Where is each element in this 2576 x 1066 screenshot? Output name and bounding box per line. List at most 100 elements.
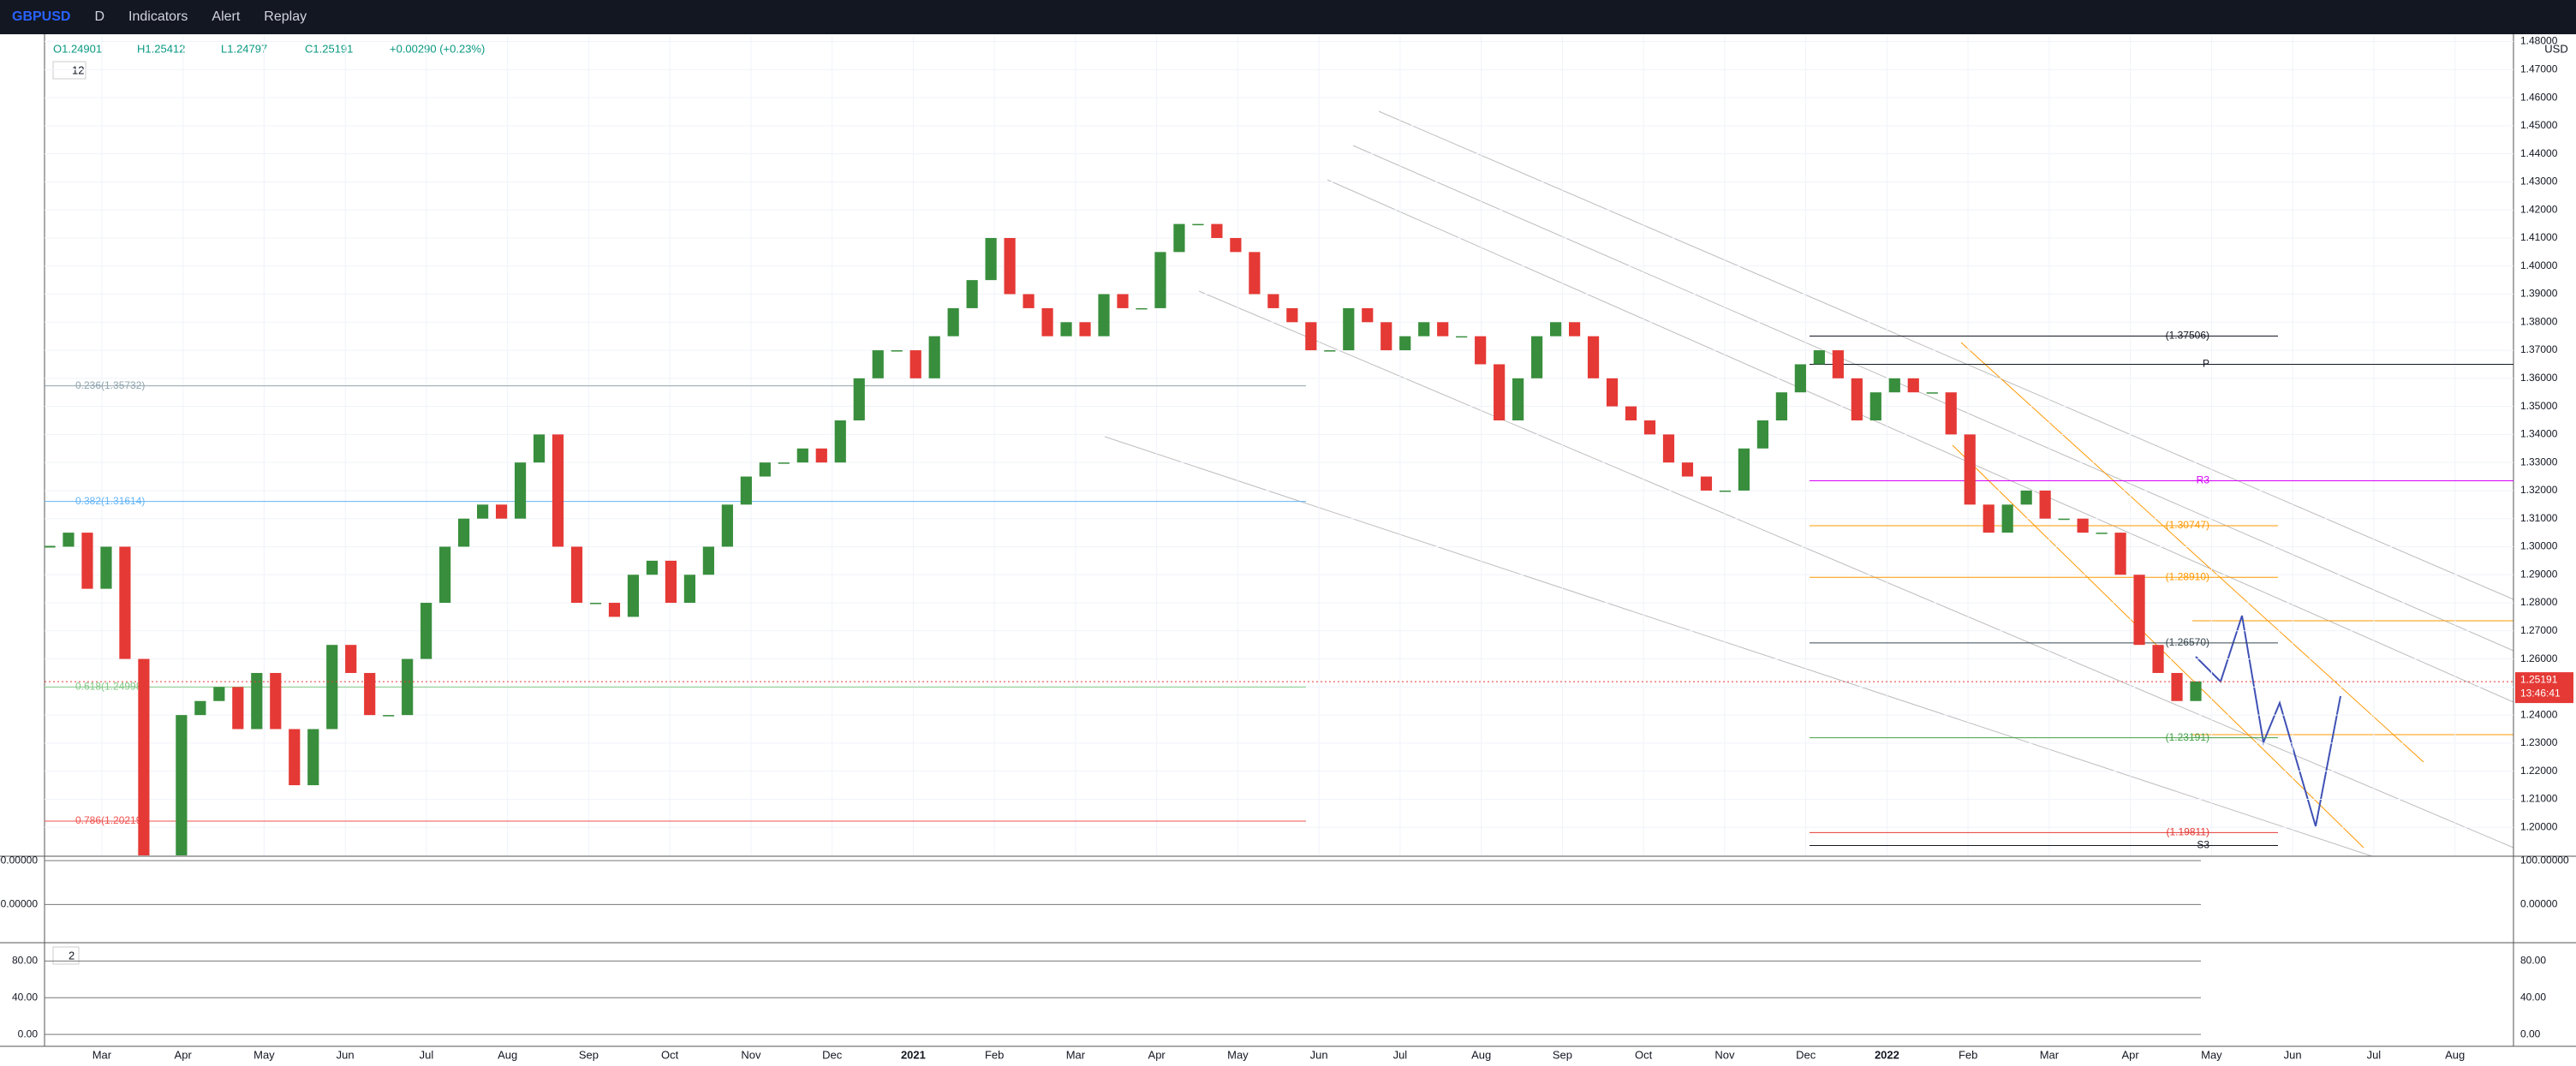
candle [665, 560, 677, 604]
y-tick-label: 1.20000 [2520, 820, 2558, 832]
y-tick-label: 1.33000 [2520, 456, 2558, 467]
candle [138, 658, 150, 855]
y-tick-label: 1.43000 [2520, 176, 2558, 188]
projection [2195, 615, 2341, 827]
candle [1249, 252, 1261, 295]
x-tick-label: Nov [741, 1048, 761, 1061]
candle [495, 504, 508, 519]
candle [1380, 322, 1392, 351]
candle [1456, 336, 1468, 338]
indicator-tick-label-left: 100.00000 [0, 854, 38, 866]
candle [402, 658, 414, 716]
indicator-tick-label: 40.00 [2520, 991, 2546, 1003]
pivot-label: (1.26570) [2166, 636, 2209, 648]
candle [1794, 364, 1806, 393]
y-tick-label: 1.36000 [2520, 372, 2558, 384]
collapse-count[interactable]: 12 [72, 63, 84, 76]
x-tick-label: Oct [661, 1048, 679, 1061]
y-tick-label: 1.46000 [2520, 91, 2558, 103]
collapse-count[interactable]: 2 [69, 949, 75, 962]
x-tick-label: Dec [822, 1048, 843, 1061]
y-tick-label: 1.47000 [2520, 63, 2558, 75]
candle [1756, 420, 1768, 449]
candle [834, 420, 846, 463]
symbol[interactable]: GBPUSD [12, 9, 71, 24]
x-tick-label: Jun [337, 1048, 355, 1061]
pivot-label: (1.37506) [2166, 330, 2209, 342]
candle [1305, 322, 1317, 351]
currency[interactable]: USD [2544, 42, 2567, 55]
candle [1738, 448, 1750, 491]
candle [477, 504, 489, 519]
candle [1888, 378, 1900, 393]
x-tick-label: Apr [2122, 1048, 2140, 1061]
ohlc-low: L1.24797 [221, 42, 267, 55]
x-tick-label: 2022 [1875, 1048, 1899, 1061]
replay-button[interactable]: Replay [264, 9, 307, 24]
indicator-tick-label: 0.00000 [2520, 898, 2558, 910]
collapse-button[interactable] [52, 946, 80, 965]
fib-label: 0.786(1.20219) [75, 814, 145, 826]
alert-button[interactable]: Alert [212, 9, 241, 24]
price-pane: 0.236(1.35732) 0.382(1.31614) 0.618(1.2499… [45, 223, 2513, 855]
candle [2114, 533, 2126, 575]
pivot-label: (1.19811) [2167, 826, 2209, 838]
candle [1079, 322, 1091, 336]
candle [1869, 392, 1881, 421]
y-tick-label: 1.44000 [2520, 147, 2558, 159]
candle [270, 672, 282, 730]
x-tick-label: May [253, 1048, 275, 1061]
candle [1813, 350, 1825, 365]
candle [985, 237, 997, 281]
x-tick-label: Jun [1310, 1048, 1328, 1061]
x-tick-label: Jul [420, 1048, 434, 1061]
x-tick-label: Nov [1714, 1048, 1735, 1061]
candle [2020, 490, 2032, 505]
x-tick-label: May [2201, 1048, 2222, 1061]
candle [1117, 294, 1129, 308]
candle [1173, 223, 1185, 253]
candle [1719, 490, 1732, 492]
channel-lines [1104, 110, 2514, 857]
candle [947, 307, 959, 336]
indicator-tick-label-left: 0.00 [18, 1027, 39, 1039]
candle [1324, 350, 1336, 352]
candle [796, 448, 808, 463]
candle [1041, 307, 1053, 336]
x-tick-label: Aug [1471, 1048, 1491, 1061]
candle [1343, 307, 1355, 351]
x-tick-label: Mar [92, 1048, 112, 1061]
y-tick-label: 1.29000 [2520, 568, 2558, 580]
candle [1775, 392, 1787, 421]
collapse-button[interactable] [52, 61, 86, 80]
y-tick-label: 1.48000 [2520, 35, 2558, 47]
y-tick-label: 1.26000 [2520, 652, 2558, 664]
candle [1230, 237, 1242, 253]
candle [326, 645, 338, 730]
candle [1494, 364, 1506, 421]
indicator-tick-label-left: 0.00000 [1, 898, 39, 910]
candle [1681, 462, 1694, 477]
x-tick-label: Jul [2367, 1048, 2382, 1061]
pivot-label: S3 [2197, 839, 2209, 851]
x-tick-label: Aug [498, 1048, 517, 1061]
candle [1926, 392, 1938, 394]
candle [1606, 378, 1619, 407]
candle [589, 603, 602, 604]
fib-label: 0.618(1.24998) [75, 681, 145, 693]
indicators-button[interactable]: Indicators [128, 9, 188, 24]
x-tick-label: Sep [579, 1048, 599, 1061]
candle [1700, 476, 1713, 491]
candle [1907, 378, 1919, 393]
indicator-tick-label-left: 80.00 [12, 955, 38, 967]
candle [1418, 322, 1430, 336]
x-tick-label: Apr [175, 1048, 193, 1061]
candle [251, 672, 263, 730]
candle [420, 603, 432, 659]
x-tick-label: Jul [1393, 1048, 1408, 1061]
interval[interactable]: D [94, 9, 105, 24]
candle [721, 504, 733, 547]
y-tick-label: 1.32000 [2520, 484, 2558, 496]
candle [646, 560, 659, 575]
candle [872, 350, 884, 378]
